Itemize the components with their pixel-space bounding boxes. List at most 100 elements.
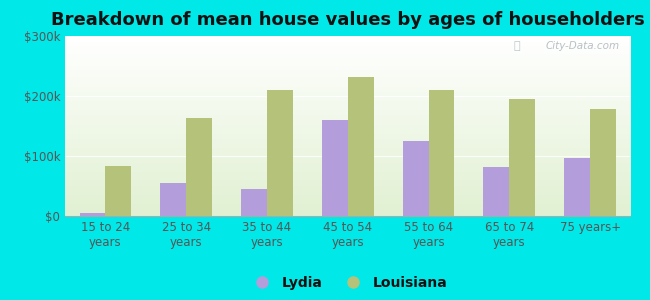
Bar xyxy=(65,103,630,104)
Bar xyxy=(65,65,630,66)
Bar xyxy=(65,44,630,45)
Bar xyxy=(65,125,630,126)
Bar xyxy=(65,156,630,157)
Bar xyxy=(403,141,428,216)
Bar xyxy=(65,119,630,120)
Bar xyxy=(65,185,630,186)
Bar xyxy=(65,120,630,121)
Bar xyxy=(65,50,630,51)
Bar xyxy=(65,202,630,203)
Bar xyxy=(65,79,630,80)
Bar xyxy=(65,174,630,175)
Bar xyxy=(65,80,630,81)
Bar xyxy=(65,110,630,111)
Bar xyxy=(65,66,630,67)
Bar xyxy=(65,168,630,169)
Bar xyxy=(65,86,630,87)
Bar xyxy=(65,138,630,139)
Bar xyxy=(65,62,630,63)
Bar xyxy=(65,212,630,213)
Bar xyxy=(65,55,630,56)
Bar xyxy=(65,190,630,191)
Bar xyxy=(65,63,630,64)
Bar xyxy=(65,159,630,160)
Bar xyxy=(65,147,630,148)
Bar xyxy=(65,136,630,137)
Bar xyxy=(510,99,535,216)
Bar xyxy=(65,93,630,94)
Bar xyxy=(65,85,630,86)
Bar xyxy=(65,105,630,106)
Bar xyxy=(65,176,630,177)
Bar xyxy=(65,158,630,159)
Bar xyxy=(65,84,630,85)
Bar xyxy=(65,137,630,138)
Bar xyxy=(65,108,630,109)
Bar xyxy=(65,37,630,38)
Bar xyxy=(65,76,630,77)
Bar xyxy=(65,191,630,192)
Bar xyxy=(65,160,630,161)
Bar xyxy=(65,54,630,55)
Bar xyxy=(65,170,630,171)
Bar xyxy=(65,69,630,70)
Bar xyxy=(65,38,630,39)
Bar xyxy=(65,112,630,113)
Bar xyxy=(65,46,630,47)
Bar xyxy=(65,82,630,83)
Bar xyxy=(65,99,630,100)
Bar xyxy=(65,165,630,166)
Bar xyxy=(65,111,630,112)
Bar xyxy=(65,77,630,78)
Bar xyxy=(65,87,630,88)
Bar xyxy=(65,61,630,62)
Bar xyxy=(65,214,630,215)
Bar xyxy=(65,179,630,180)
Bar xyxy=(65,75,630,76)
Bar xyxy=(65,206,630,207)
Bar xyxy=(65,142,630,143)
Bar xyxy=(65,98,630,99)
Bar xyxy=(65,134,630,135)
Bar xyxy=(65,146,630,147)
Bar xyxy=(65,164,630,165)
Bar xyxy=(65,71,630,72)
Bar xyxy=(65,203,630,204)
Bar xyxy=(65,52,630,53)
Bar xyxy=(65,96,630,97)
Bar xyxy=(65,189,630,190)
Bar xyxy=(65,177,630,178)
Bar xyxy=(65,132,630,133)
Bar xyxy=(65,68,630,69)
Bar xyxy=(65,109,630,110)
Text: ⓘ: ⓘ xyxy=(514,41,520,51)
Bar xyxy=(65,148,630,149)
Bar xyxy=(65,124,630,125)
Bar xyxy=(65,171,630,172)
Bar xyxy=(65,154,630,155)
Bar xyxy=(65,128,630,129)
Bar xyxy=(65,167,630,168)
Bar xyxy=(65,175,630,176)
Bar xyxy=(65,104,630,105)
Bar xyxy=(65,199,630,200)
Bar xyxy=(65,183,630,184)
Bar xyxy=(322,120,348,216)
Bar xyxy=(65,145,630,146)
Bar xyxy=(65,162,630,163)
Bar xyxy=(241,189,267,216)
Bar xyxy=(65,113,630,114)
Bar xyxy=(65,118,630,119)
Bar xyxy=(65,213,630,214)
Bar xyxy=(65,92,630,93)
Bar xyxy=(65,131,630,132)
Bar xyxy=(65,153,630,154)
Bar xyxy=(65,182,630,183)
Legend: Lydia, Louisiana: Lydia, Louisiana xyxy=(242,270,453,296)
Bar xyxy=(65,58,630,59)
Bar xyxy=(65,139,630,140)
Bar xyxy=(65,126,630,127)
Bar xyxy=(65,186,630,187)
Text: City-Data.com: City-Data.com xyxy=(545,41,619,51)
Bar xyxy=(65,180,630,181)
